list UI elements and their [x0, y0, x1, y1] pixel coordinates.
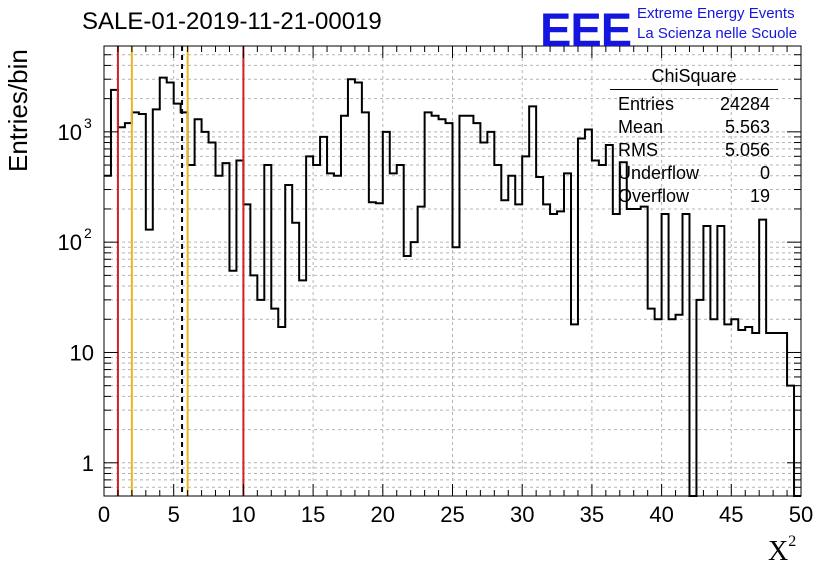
x-tick-label: 0	[98, 502, 110, 527]
logo-line-1: Extreme Energy Events	[637, 5, 795, 22]
y-tick-exponent: 3	[84, 115, 92, 131]
stats-value: 5.056	[724, 140, 770, 160]
stats-row-mean: Mean 5.563	[610, 116, 778, 139]
stats-label: Overflow	[618, 186, 690, 206]
stats-label: Mean	[618, 117, 664, 137]
y-tick-label: 10	[58, 120, 82, 145]
stats-label: RMS	[618, 140, 658, 160]
stats-value: 5.563	[724, 117, 770, 137]
y-tick-label: 1	[82, 451, 94, 476]
stats-row-rms: RMS 5.056	[610, 139, 778, 162]
x-tick-label: 45	[719, 502, 743, 527]
stats-label: Underflow	[618, 163, 700, 183]
x-tick-label: 5	[168, 502, 180, 527]
stats-value: 19	[749, 186, 770, 206]
stats-row-overflow: Overflow 19	[610, 185, 778, 208]
y-tick-label: 10	[58, 230, 82, 255]
stats-value: 0	[759, 163, 770, 183]
stats-box: ChiSquare Entries 24284 Mean 5.563 RMS 5.056 U…	[610, 66, 778, 208]
stats-row-entries: Entries 24284	[610, 93, 778, 116]
y-tick-exponent: 2	[84, 225, 92, 241]
y-tick-label: 10	[70, 340, 94, 365]
x-axis-label: X2	[768, 532, 797, 568]
x-tick-label: 50	[789, 502, 813, 527]
x-tick-label: 30	[510, 502, 534, 527]
x-tick-label: 25	[440, 502, 464, 527]
y-axis-label: Entries/bin	[3, 49, 33, 172]
x-tick-label: 10	[231, 502, 255, 527]
histogram-series	[104, 76, 801, 497]
stats-row-underflow: Underflow 0	[610, 162, 778, 185]
x-axis-label-base: X	[768, 536, 789, 567]
logo-line-2: La Scienza nelle Scuole	[637, 25, 798, 42]
stats-value: 24284	[719, 94, 770, 114]
stats-title: ChiSquare	[610, 66, 778, 90]
x-axis-label-exp: 2	[788, 532, 797, 550]
stats-label: Entries	[618, 94, 675, 114]
x-tick-label: 35	[580, 502, 604, 527]
chart-title: SALE-01-2019-11-21-00019	[82, 8, 382, 35]
eee-logo: EEE	[540, 3, 632, 56]
x-tick-label: 15	[301, 502, 325, 527]
stats-rows: Entries 24284 Mean 5.563 RMS 5.056 Underflow 0 O…	[610, 93, 778, 208]
x-tick-label: 20	[371, 502, 395, 527]
x-tick-label: 40	[649, 502, 673, 527]
